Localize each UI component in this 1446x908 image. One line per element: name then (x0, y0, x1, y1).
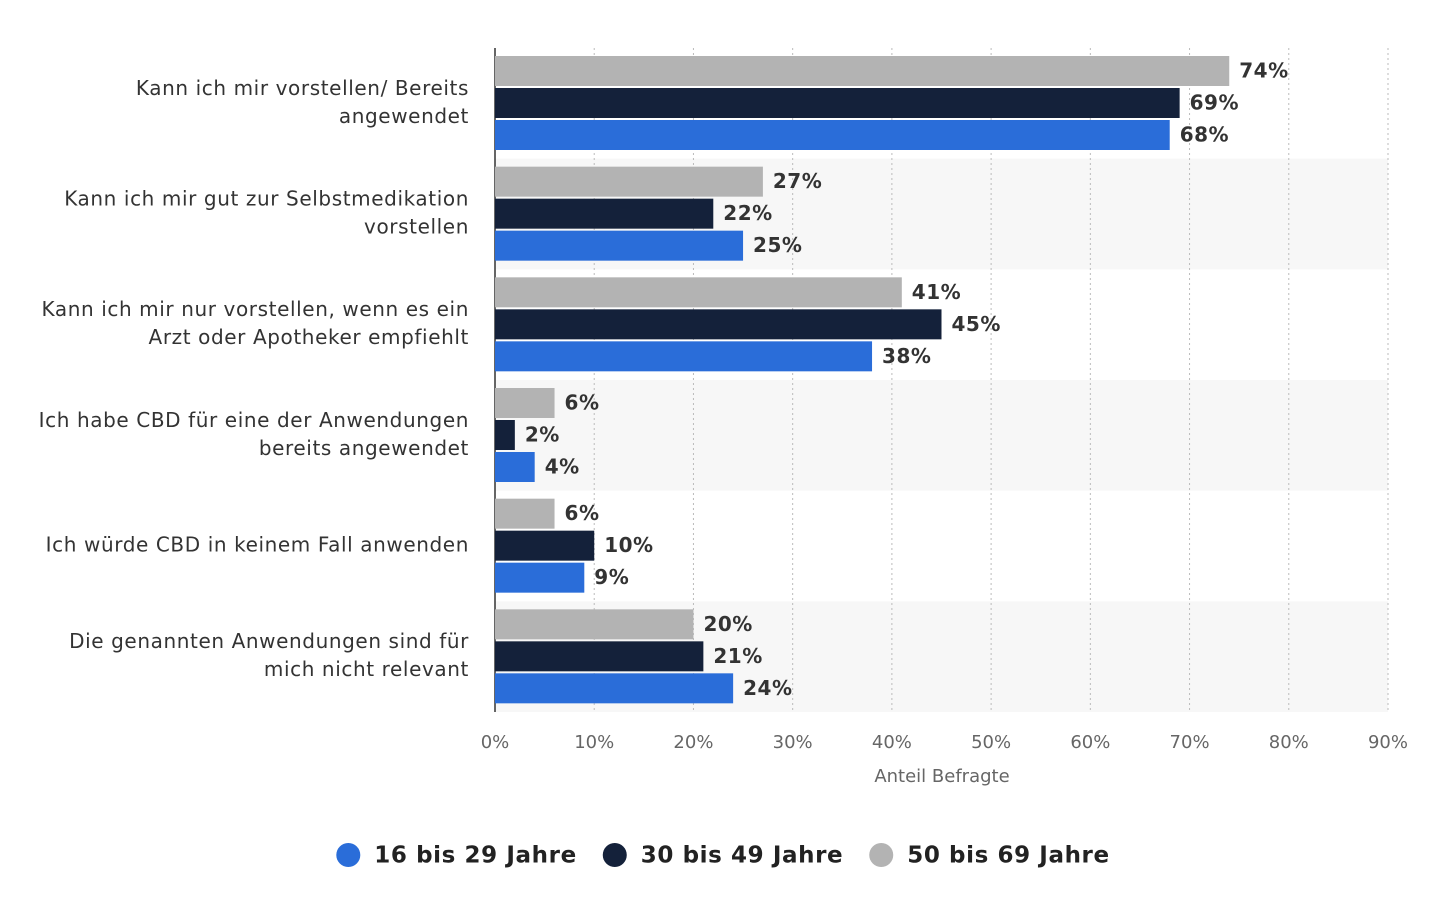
x-tick-label: 60% (1070, 732, 1110, 753)
value-label: 41% (912, 280, 961, 304)
bar (495, 452, 535, 482)
value-label: 24% (743, 676, 792, 700)
value-label: 21% (713, 644, 762, 668)
value-label: 9% (594, 565, 629, 589)
bar (495, 609, 694, 640)
x-tick-label: 80% (1269, 732, 1309, 753)
y-tick-label: vorstellen (364, 215, 469, 239)
x-tick-label: 10% (574, 732, 614, 753)
value-label: 38% (882, 344, 931, 368)
bar (495, 420, 515, 450)
y-tick-label: bereits angewendet (259, 436, 469, 460)
y-tick-label: angewendet (339, 104, 469, 128)
bar (495, 388, 555, 418)
x-tick-label: 70% (1170, 732, 1210, 753)
legend-label: 50 bis 69 Jahre (907, 843, 1109, 869)
y-tick-label: mich nicht relevant (264, 657, 469, 681)
bar (495, 562, 585, 593)
bar (495, 309, 942, 340)
value-label: 68% (1180, 123, 1229, 147)
bar (495, 530, 595, 561)
bar (495, 88, 1180, 118)
legend-marker (336, 843, 361, 867)
value-label: 25% (753, 233, 802, 257)
value-label: 2% (525, 423, 560, 447)
value-label: 74% (1239, 59, 1288, 83)
x-tick-label: 20% (673, 732, 713, 753)
bar (495, 641, 704, 672)
bar (495, 56, 1230, 86)
legend-marker (869, 843, 894, 867)
bar (495, 498, 555, 529)
y-tick-label: Kann ich mir nur vorstellen, wenn es ein (41, 297, 469, 321)
value-label: 45% (952, 312, 1001, 336)
legend-label: 16 bis 29 Jahre (374, 843, 576, 869)
y-tick-label: Ich würde CBD in keinem Fall anwenden (46, 533, 469, 557)
value-label: 6% (565, 391, 600, 415)
y-tick-label: Kann ich mir gut zur Selbstmedikation (64, 187, 469, 211)
bar (495, 277, 902, 308)
bar (495, 166, 763, 197)
value-label: 10% (604, 533, 653, 557)
bar (495, 198, 714, 229)
x-tick-label: 50% (971, 732, 1011, 753)
legend-label: 30 bis 49 Jahre (641, 843, 843, 869)
y-tick-label: Ich habe CBD für eine der Anwendungen (39, 408, 469, 432)
x-tick-label: 30% (773, 732, 813, 753)
value-label: 4% (545, 455, 580, 479)
y-tick-label: Die genannten Anwendungen sind für (69, 629, 469, 653)
x-tick-label: 40% (872, 732, 912, 753)
legend-marker (602, 843, 627, 867)
x-tick-label: 90% (1368, 732, 1408, 753)
bar (495, 230, 744, 261)
bar (495, 341, 873, 372)
value-label: 22% (723, 201, 772, 225)
y-tick-label: Kann ich mir vorstellen/ Bereits (136, 76, 469, 100)
bar (495, 120, 1170, 150)
y-tick-label: Arzt oder Apotheker empfiehlt (149, 325, 469, 349)
value-label: 69% (1190, 91, 1239, 115)
band (495, 380, 1388, 491)
value-label: 6% (565, 501, 600, 525)
x-axis-title: Anteil Befragte (874, 766, 1009, 787)
x-tick-label: 0% (481, 732, 510, 753)
bar (495, 673, 734, 704)
value-label: 20% (703, 612, 752, 636)
value-label: 27% (773, 169, 822, 193)
